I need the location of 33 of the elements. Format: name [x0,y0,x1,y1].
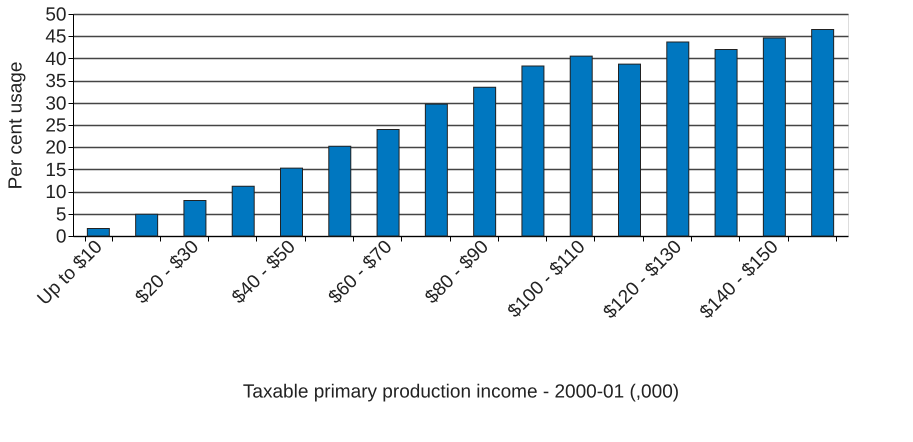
x-tick-label: $60 - $70 [324,236,396,308]
bar [280,168,303,236]
bar [714,49,738,236]
y-tick-label: 45 [45,26,66,48]
bar [328,146,352,236]
y-tick-label: 20 [45,138,66,159]
y-tick-label: 25 [45,116,66,136]
x-tick-label: $80 - $90 [421,236,493,308]
bar [618,64,642,236]
x-axis-title: Taxable primary production income - 2000-01 (,000) [242,381,680,402]
x-tick-label: $20 - $30 [132,236,204,308]
y-tick-label: 5 [56,204,66,226]
x-tick-label: $40 - $50 [228,236,300,308]
y-tick-label: 50 [45,4,66,26]
y-tick-label: 40 [45,48,66,70]
y-axis-title: Per cent usage [5,62,26,190]
bar [811,29,834,236]
bar [376,128,400,236]
bar [570,56,593,236]
y-tick-label: 0 [56,226,66,248]
y-tick-label: 35 [45,71,66,92]
bar [232,186,255,236]
bar [473,86,496,236]
y-tick-label: 30 [45,93,66,114]
bar [86,228,110,236]
bar [666,41,690,236]
bar [762,37,786,236]
bar [135,214,158,236]
bar [183,200,206,236]
bar [521,65,544,236]
y-tick-label: 15 [45,160,66,181]
bar [424,104,448,236]
y-tick-label: 10 [45,182,66,204]
